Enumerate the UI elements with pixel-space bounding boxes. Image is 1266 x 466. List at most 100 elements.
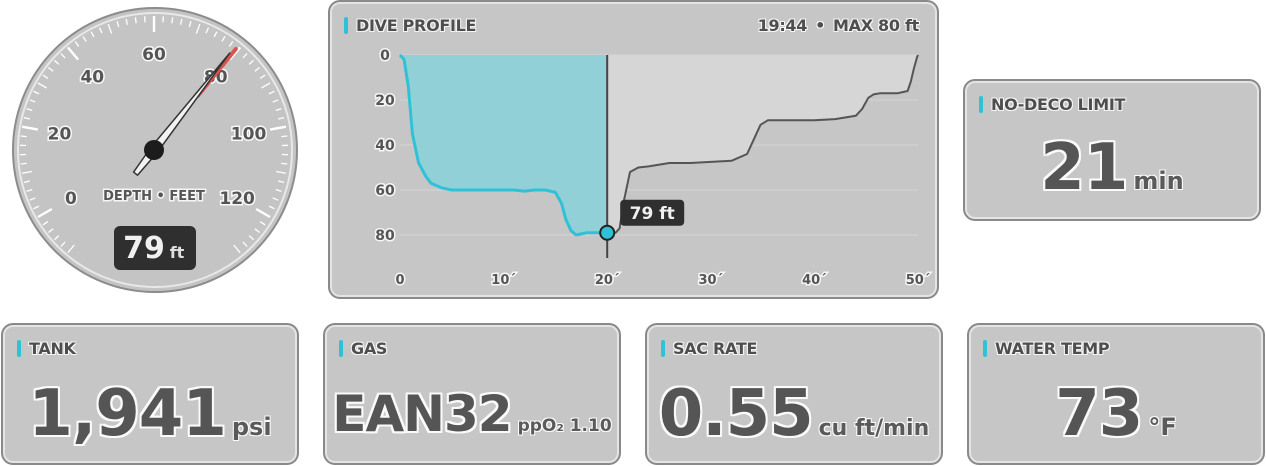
accent-bar — [983, 339, 987, 357]
gauge-tick — [67, 244, 75, 254]
gauge-tick — [53, 59, 60, 65]
gauge-tick — [259, 74, 266, 79]
gauge-tick — [179, 18, 183, 25]
gauge-tick — [134, 17, 137, 24]
temp-readout: 73 °F — [969, 377, 1263, 451]
sac-header: SAC RATE — [661, 339, 757, 358]
gauge-tick — [53, 235, 60, 241]
gas-panel: GAS EAN32 ppO₂ 1.10 — [323, 323, 621, 465]
gauge-tick — [254, 228, 260, 234]
gauge-readout-value: 79 — [123, 231, 165, 266]
gauge-tick — [42, 74, 49, 79]
gauge-tick — [228, 46, 242, 61]
gauge-tick-label: 0 — [65, 189, 77, 209]
ndl-unit: min — [1133, 167, 1184, 195]
gauge-tick — [233, 244, 241, 254]
gauge-tick — [60, 53, 66, 59]
gauge-tick — [33, 90, 40, 95]
gauge-tick — [33, 205, 40, 210]
gauge-tick — [261, 82, 271, 89]
gauge-tick — [29, 99, 36, 103]
gauge-tick — [82, 36, 87, 42]
gauge-tick — [278, 180, 285, 184]
gauge-tick — [23, 116, 30, 120]
sac-readout: 0.55 cu ft/min — [647, 377, 941, 451]
cursor-label: 79 ft — [630, 204, 675, 224]
remaining-area — [607, 55, 918, 233]
accent-bar — [339, 339, 343, 357]
gauge-tick — [26, 107, 33, 112]
gauge-tick-label: 60 — [142, 45, 166, 65]
tank-header: TANK — [17, 338, 76, 358]
dive-time: 19:44 — [757, 16, 808, 35]
x-tick-label: 40´ — [802, 273, 827, 288]
accent-bar — [17, 339, 21, 357]
sac-rate-panel: SAC RATE 0.55 cu ft/min — [645, 323, 943, 465]
x-tick-label: 30´ — [699, 273, 724, 288]
gas-header: GAS — [339, 339, 387, 358]
gauge-tick — [255, 207, 271, 219]
gauge-tick — [281, 135, 288, 138]
gauge-tick — [275, 107, 282, 112]
gauge-tick — [48, 228, 54, 234]
gauge-tick — [228, 41, 234, 47]
gauge-scale-ticks — [20, 16, 288, 254]
tank-readout: 1,941 psi — [3, 377, 297, 451]
gauge-tick — [74, 41, 80, 47]
gauge-tick — [188, 21, 192, 28]
water-temp-panel: WATER TEMP 73 °F — [967, 323, 1265, 465]
gauge-tick — [281, 162, 288, 165]
gauge-tick — [90, 31, 95, 38]
x-axis-labels: 0 10´ 20´ 30´ 40´ 50´ — [394, 272, 932, 290]
remaining-depth-line — [607, 54, 919, 234]
gauge-tick — [23, 180, 30, 184]
gauge-tick-label: 100 — [231, 124, 267, 144]
gauge-tick — [221, 36, 226, 42]
gauge-hub — [144, 140, 164, 160]
gauge-tick — [171, 17, 174, 24]
gauge-tick-label: 120 — [219, 189, 255, 209]
x-tick-label: 20´ — [595, 273, 620, 288]
gauge-tick — [48, 66, 54, 72]
tank-panel: TANK 1,941 psi — [1, 323, 299, 465]
tank-title: TANK — [29, 338, 76, 358]
gauge-tick — [269, 125, 287, 131]
cursor-point[interactable] — [599, 224, 616, 241]
gauge-tick — [268, 205, 275, 210]
gauge-tick — [272, 197, 279, 201]
elapsed-area — [400, 55, 608, 235]
gauge-tick — [275, 188, 282, 193]
ndl-value: 21 — [1040, 131, 1128, 205]
ndl-panel: NO-DECO LIMIT 21 min — [963, 79, 1261, 221]
temp-value: 73 — [1055, 377, 1143, 451]
gauge-tick — [26, 188, 33, 193]
temp-unit: °F — [1148, 413, 1177, 441]
accent-bar — [661, 339, 665, 357]
gauge-tick — [276, 170, 287, 174]
y-tick-label: 80 — [375, 228, 395, 244]
gauge-tick — [272, 99, 279, 103]
x-tick-label: 10´ — [491, 273, 516, 288]
tank-value: 1,941 — [28, 377, 226, 451]
gauge-tick-label: 20 — [48, 124, 72, 144]
dive-profile-chart: 0 20 40 60 80 0 10´ 20´ 30´ 40´ 50´ 79 ft — [374, 47, 932, 290]
gauge-readout-box — [114, 226, 196, 270]
gauge-tick-label: 40 — [80, 67, 104, 87]
gauge-tick — [37, 207, 53, 219]
y-axis-labels: 0 20 40 60 80 — [374, 47, 397, 246]
gauge-tick — [20, 135, 27, 138]
gauge-tick — [29, 197, 36, 201]
temp-title: WATER TEMP — [995, 338, 1110, 358]
max-depth: MAX 80 ft — [833, 16, 919, 35]
y-tick-label: 40 — [375, 138, 395, 154]
ndl-readout: 21 min — [965, 131, 1259, 205]
elapsed-depth-line — [398, 53, 608, 237]
gauge-readout-unit: ft — [170, 243, 185, 262]
gauge-tick — [205, 27, 210, 34]
gauge-tick — [248, 59, 255, 65]
y-tick-label: 60 — [375, 183, 395, 199]
y-tick-label: 20 — [375, 93, 395, 109]
x-tick-label: 0 — [395, 273, 404, 288]
